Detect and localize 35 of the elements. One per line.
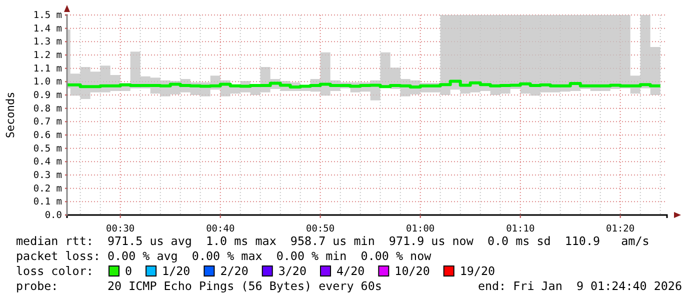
- text: packet loss: 0.00 % avg 0.00 % max 0.00 % min 0.00 % now: [16, 249, 432, 263]
- y-tick-label: 0.8 m: [33, 103, 62, 114]
- y-tick-label: 0.0: [44, 210, 62, 222]
- text: probe: 20 ICMP Echo Pings (56 Bytes) every 60s: [16, 279, 382, 293]
- x-tick-label: 01:10: [506, 223, 535, 234]
- x-tick-label: 00:40: [206, 223, 235, 234]
- text: 10/20: [394, 264, 430, 278]
- y-tick-label: 0.3 m: [33, 170, 62, 182]
- y-tick-label: 1.3 m: [33, 36, 62, 48]
- text: 2/20: [220, 264, 248, 278]
- y-tick-label: 0.2 m: [33, 183, 62, 194]
- x-tick-label: 01:00: [406, 223, 435, 234]
- text: 1/20: [162, 264, 190, 278]
- x-tick-label: 01:20: [606, 223, 635, 234]
- text: 0: [125, 264, 132, 278]
- text: median rtt: 971.5 us avg 1.0 ms max 958.7 us min 971.9 us now 0.0 ms sd 110.9 am/s: [16, 234, 650, 248]
- y-tick-label: 0.9 m: [33, 90, 62, 102]
- y-tick-label: 0.6 m: [33, 130, 62, 142]
- y-tick-label: 1.5 m: [33, 10, 62, 22]
- y-tick-label: 1.1 m: [33, 63, 62, 74]
- y-tick-label: 1.2 m: [33, 50, 62, 62]
- y-tick-label: 0.7 m: [33, 116, 62, 128]
- y-axis-title: Seconds: [4, 92, 17, 138]
- y-tick-label: 1.4 m: [33, 23, 62, 34]
- y-tick-label: 0.5 m: [33, 143, 62, 154]
- text: loss color:: [16, 264, 94, 278]
- y-tick-label: 0.1 m: [33, 196, 62, 208]
- y-tick-label: 0.4 m: [33, 156, 62, 168]
- text: end: Fri Jan 9 01:24:40 2026: [478, 279, 682, 293]
- x-tick-label: 00:30: [106, 223, 135, 234]
- text: 19/20: [460, 264, 496, 278]
- text: 4/20: [336, 264, 365, 278]
- y-tick-label: 1.0 m: [33, 76, 62, 88]
- text: 3/20: [278, 264, 307, 278]
- x-tick-label: 00:50: [306, 223, 335, 234]
